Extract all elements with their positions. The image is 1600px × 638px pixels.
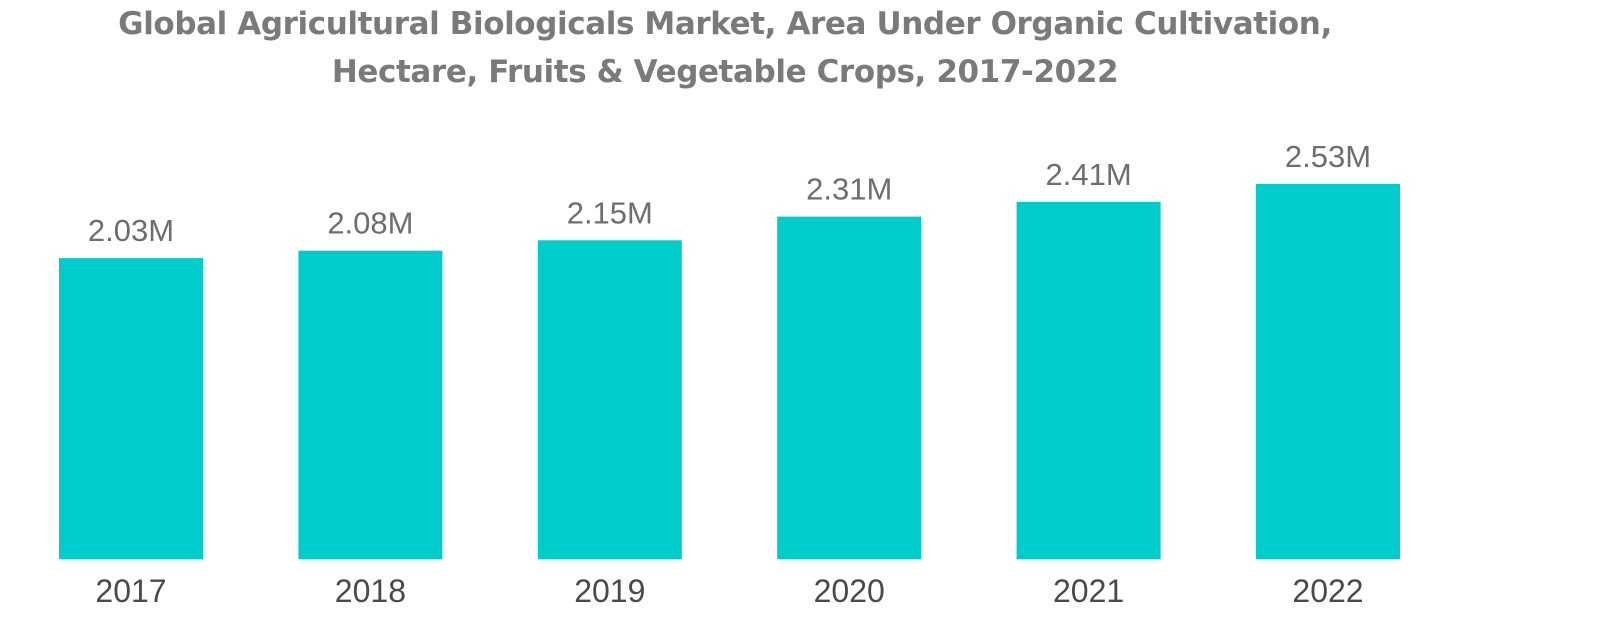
bar-2018 xyxy=(298,250,443,559)
x-tick-label-2018: 2018 xyxy=(335,573,406,609)
x-tick-label-2017: 2017 xyxy=(95,573,166,609)
data-label-2020: 2.31M xyxy=(806,172,892,207)
data-label-2019: 2.15M xyxy=(567,195,653,230)
data-label-2022: 2.53M xyxy=(1285,139,1371,174)
data-label-2021: 2.41M xyxy=(1046,157,1132,192)
bar-2022 xyxy=(1256,184,1400,559)
bar-2017 xyxy=(59,258,203,559)
bar-2021 xyxy=(1016,201,1161,560)
bar-2019 xyxy=(537,240,682,560)
chart-title: Global Agricultural Biologicals Market, … xyxy=(0,0,1450,96)
x-tick-label-2021: 2021 xyxy=(1053,573,1124,609)
chart-title-line-2: Hectare, Fruits & Vegetable Crops, 2017-… xyxy=(331,54,1119,90)
x-tick-label-2022: 2022 xyxy=(1292,573,1363,609)
chart-title-line-1: Global Agricultural Biologicals Market, … xyxy=(118,6,1332,42)
x-tick-label-2020: 2020 xyxy=(814,573,885,609)
x-tick-label-2019: 2019 xyxy=(574,573,645,609)
data-label-2017: 2.03M xyxy=(88,213,174,248)
data-label-2018: 2.08M xyxy=(327,206,413,241)
bar-2020 xyxy=(777,216,922,559)
